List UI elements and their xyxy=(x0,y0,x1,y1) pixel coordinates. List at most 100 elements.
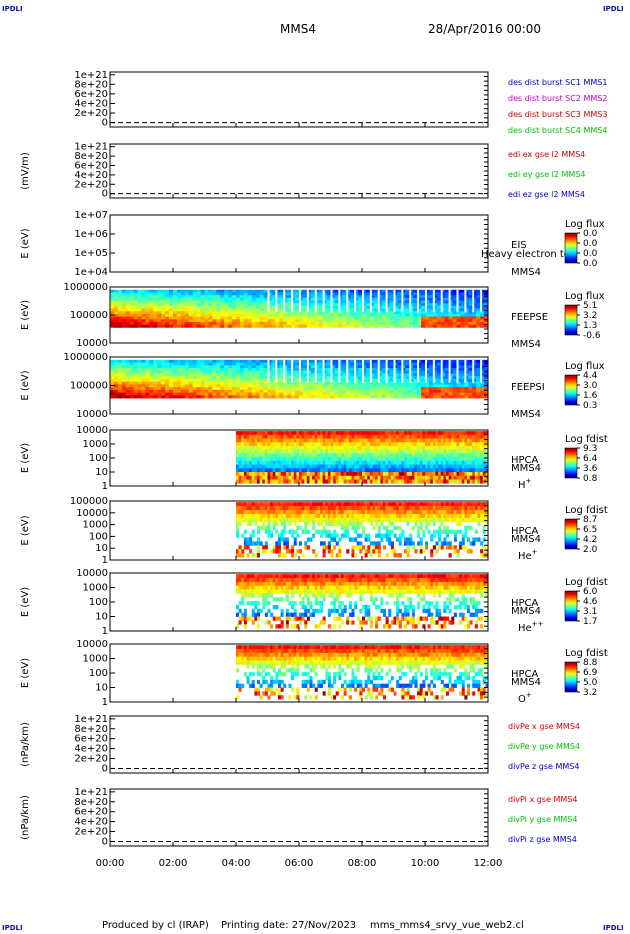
spectrogram-cell xyxy=(232,303,237,307)
spectrogram-cell xyxy=(113,321,119,326)
spectrogram-cell xyxy=(330,395,335,399)
spectrogram-cell xyxy=(472,368,477,372)
spectrogram-cell xyxy=(359,521,363,527)
spectrogram-cell xyxy=(373,297,379,301)
spectrogram-cell xyxy=(262,472,266,477)
spectrogram-cell xyxy=(293,453,297,458)
spectrogram-cell xyxy=(432,475,436,480)
spectrogram-cell xyxy=(251,479,255,484)
spectrogram-cell xyxy=(338,308,343,312)
spectrogram-cell xyxy=(343,510,347,515)
spectrogram-cell xyxy=(243,513,247,519)
spectrogram-cell xyxy=(257,453,261,458)
spectrogram-cell xyxy=(343,442,347,447)
spectrogram-cell xyxy=(110,368,115,372)
spectrogram-cell xyxy=(288,442,292,447)
spectrogram-cell xyxy=(208,368,213,372)
spectrogram-cell xyxy=(129,300,135,304)
spectrogram-cell xyxy=(145,289,150,293)
spectrogram-cell xyxy=(411,449,415,454)
spectrogram-cell xyxy=(309,453,313,458)
spectrogram-cell xyxy=(295,368,300,372)
spectrogram-cell xyxy=(288,510,292,515)
spectrogram-cell xyxy=(271,297,276,301)
spectrogram-cell xyxy=(348,479,352,484)
spectrogram-cell xyxy=(275,529,279,534)
spectrogram-cell xyxy=(247,316,253,320)
spectrogram-cell xyxy=(334,395,339,399)
spectrogram-cell xyxy=(306,449,310,454)
spectrogram-cell xyxy=(354,502,358,507)
spectrogram-cell xyxy=(393,387,398,391)
spectrogram-cell xyxy=(393,319,398,323)
spectrogram-cell xyxy=(406,545,410,550)
spectrogram-cell xyxy=(264,549,268,554)
spectrogram-cell xyxy=(338,316,343,320)
spectrogram-cell xyxy=(343,529,347,534)
spectrogram-cell xyxy=(362,368,367,372)
spectrogram-cell xyxy=(264,510,268,515)
spectrogram-cell xyxy=(236,368,241,372)
spectrogram-cell xyxy=(299,368,304,372)
spectrogram-cell xyxy=(480,378,485,383)
spectrogram-cell xyxy=(464,368,469,372)
spectrogram-cell xyxy=(468,387,473,391)
spectrogram-cell xyxy=(113,359,119,363)
spectrogram-cell xyxy=(262,521,266,527)
spectrogram-cell xyxy=(369,446,373,451)
spectrogram-cell xyxy=(299,442,303,447)
spectrogram-cell xyxy=(381,324,387,328)
spectrogram-cell xyxy=(318,392,324,396)
spectrogram-cell xyxy=(149,311,154,315)
instrument-label-2: Heavy electron to xyxy=(481,249,570,260)
spectrogram-cell xyxy=(354,395,359,399)
spectrogram-cell xyxy=(413,387,418,391)
spectrogram-cell xyxy=(200,316,205,320)
spectrogram-cell xyxy=(388,517,392,523)
spectrogram-cell xyxy=(200,313,205,317)
spectrogram-cell xyxy=(425,442,429,447)
spectrogram-cell xyxy=(129,378,135,383)
spectrogram-cell xyxy=(438,434,442,439)
spectrogram-cell xyxy=(326,359,331,363)
spectrogram-cell xyxy=(484,303,489,307)
spectrogram-cell xyxy=(393,446,397,451)
spectrogram-cell xyxy=(377,319,383,323)
spectrogram-cell xyxy=(267,468,271,473)
spectrogram-cell xyxy=(196,297,201,301)
spectrogram-cell xyxy=(467,472,471,477)
spectrogram-cell xyxy=(390,549,394,554)
spectrogram-cell xyxy=(443,446,447,451)
spectrogram-cell xyxy=(364,438,368,443)
spectrogram-cell xyxy=(476,295,481,299)
spectrogram-cell xyxy=(320,475,324,480)
spectrogram-cell xyxy=(365,300,371,304)
spectrogram-cell xyxy=(396,502,400,507)
spectrogram-cell xyxy=(381,359,387,363)
spectrogram-cell xyxy=(243,387,249,391)
spectrogram-cell xyxy=(358,381,363,385)
spectrogram-cell xyxy=(293,537,297,542)
spectrogram-cell xyxy=(342,324,347,328)
spectrogram-cell xyxy=(335,502,339,507)
spectrogram-cell xyxy=(335,533,339,538)
spectrogram-cell xyxy=(287,365,292,369)
spectrogram-cell xyxy=(254,521,258,527)
spectrogram-cell xyxy=(398,431,402,436)
spectrogram-cell xyxy=(482,457,486,462)
spectrogram-cell xyxy=(373,289,379,293)
spectrogram-cell xyxy=(405,384,410,388)
spectrogram-cell xyxy=(271,303,276,307)
spectrogram-cell xyxy=(456,468,460,473)
spectrogram-cell xyxy=(257,464,261,469)
spectrogram-cell xyxy=(176,295,182,299)
spectrogram-cell xyxy=(359,475,363,480)
spectrogram-cell xyxy=(296,446,300,451)
spectrogram-cell xyxy=(200,292,205,296)
spectrogram-cell xyxy=(295,365,300,369)
spectrogram-cell xyxy=(417,362,422,366)
y-tick-label: 1000 xyxy=(83,439,108,450)
spectrogram-cell xyxy=(254,506,258,511)
spectrogram-cell xyxy=(419,521,423,527)
spectrogram-cell xyxy=(236,381,241,385)
